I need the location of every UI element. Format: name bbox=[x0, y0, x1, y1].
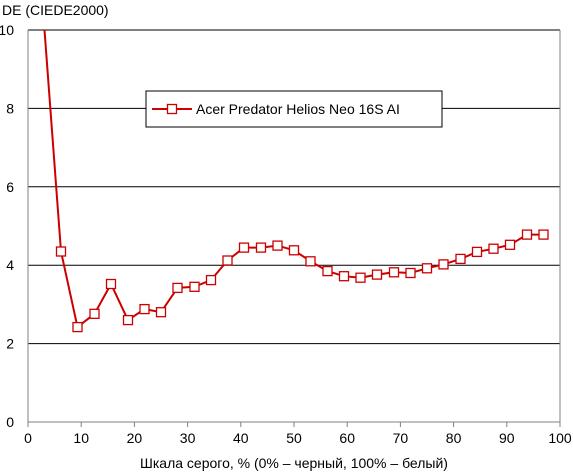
data-point-20 bbox=[388, 267, 400, 278]
data-point-1 bbox=[72, 321, 83, 333]
x-axis-title: Шкала серого, % (0% – черный, 100% – бел… bbox=[140, 455, 448, 471]
grid-lines bbox=[28, 29, 560, 345]
data-point-27 bbox=[504, 239, 516, 250]
data-point-10 bbox=[222, 255, 233, 266]
data-point-26 bbox=[488, 243, 499, 254]
y-tick-labels: 0 2 4 6 8 10 bbox=[0, 22, 14, 430]
data-point-29 bbox=[538, 229, 549, 240]
x-tick-label-60: 60 bbox=[339, 430, 355, 446]
data-point-28 bbox=[521, 229, 533, 240]
x-tick-label-100: 100 bbox=[548, 430, 572, 446]
axes bbox=[27, 30, 561, 427]
y-tick-label-4: 4 bbox=[6, 257, 14, 273]
data-point-24 bbox=[455, 253, 466, 265]
x-tick-label-0: 0 bbox=[24, 430, 32, 446]
data-series bbox=[43, 29, 549, 333]
data-point-13 bbox=[272, 240, 283, 251]
data-point-16 bbox=[322, 265, 333, 277]
data-point-9 bbox=[205, 274, 217, 286]
x-tick-label-90: 90 bbox=[499, 430, 515, 446]
data-point-7 bbox=[172, 282, 183, 294]
data-point-22 bbox=[421, 263, 433, 274]
data-point-25 bbox=[471, 246, 483, 258]
data-point-18 bbox=[355, 272, 366, 283]
data-point-17 bbox=[338, 271, 350, 282]
data-point-3 bbox=[105, 278, 117, 290]
x-tick-label-10: 10 bbox=[73, 430, 89, 446]
data-point-0 bbox=[55, 246, 67, 257]
y-tick-label-0: 0 bbox=[6, 414, 14, 430]
data-point-6 bbox=[155, 307, 167, 318]
data-point-15 bbox=[305, 256, 316, 267]
x-tick-label-40: 40 bbox=[233, 430, 249, 446]
data-point-8 bbox=[189, 281, 200, 292]
data-point-14 bbox=[288, 245, 300, 256]
x-tick-label-30: 30 bbox=[180, 430, 196, 446]
x-tick-label-80: 80 bbox=[446, 430, 462, 446]
x-tick-label-50: 50 bbox=[286, 430, 302, 446]
x-tick-labels: 0 10 20 30 40 50 60 70 80 90 100 bbox=[24, 430, 572, 446]
legend-marker-swatch bbox=[166, 103, 178, 115]
legend-box bbox=[145, 90, 443, 128]
data-point-23 bbox=[438, 259, 449, 270]
legend-label: Acer Predator Helios Neo 16S AI bbox=[196, 101, 400, 117]
y-tick-label-2: 2 bbox=[6, 336, 14, 352]
data-point-2 bbox=[89, 308, 100, 319]
x-tick-label-20: 20 bbox=[127, 430, 143, 446]
data-point-4 bbox=[122, 314, 134, 326]
legend: Acer Predator Helios Neo 16S AI bbox=[145, 90, 443, 128]
data-point-21 bbox=[405, 267, 416, 279]
x-tick-label-70: 70 bbox=[393, 430, 409, 446]
data-point-5 bbox=[139, 303, 150, 315]
y-tick-label-6: 6 bbox=[6, 179, 14, 195]
y-tick-label-8: 8 bbox=[6, 100, 14, 116]
y-tick-label-10: 10 bbox=[0, 22, 14, 38]
data-point-11 bbox=[238, 242, 250, 253]
data-point-12 bbox=[255, 242, 267, 253]
data-point-19 bbox=[371, 269, 383, 280]
y-axis-title: DE (CIEDE2000) bbox=[2, 2, 109, 18]
